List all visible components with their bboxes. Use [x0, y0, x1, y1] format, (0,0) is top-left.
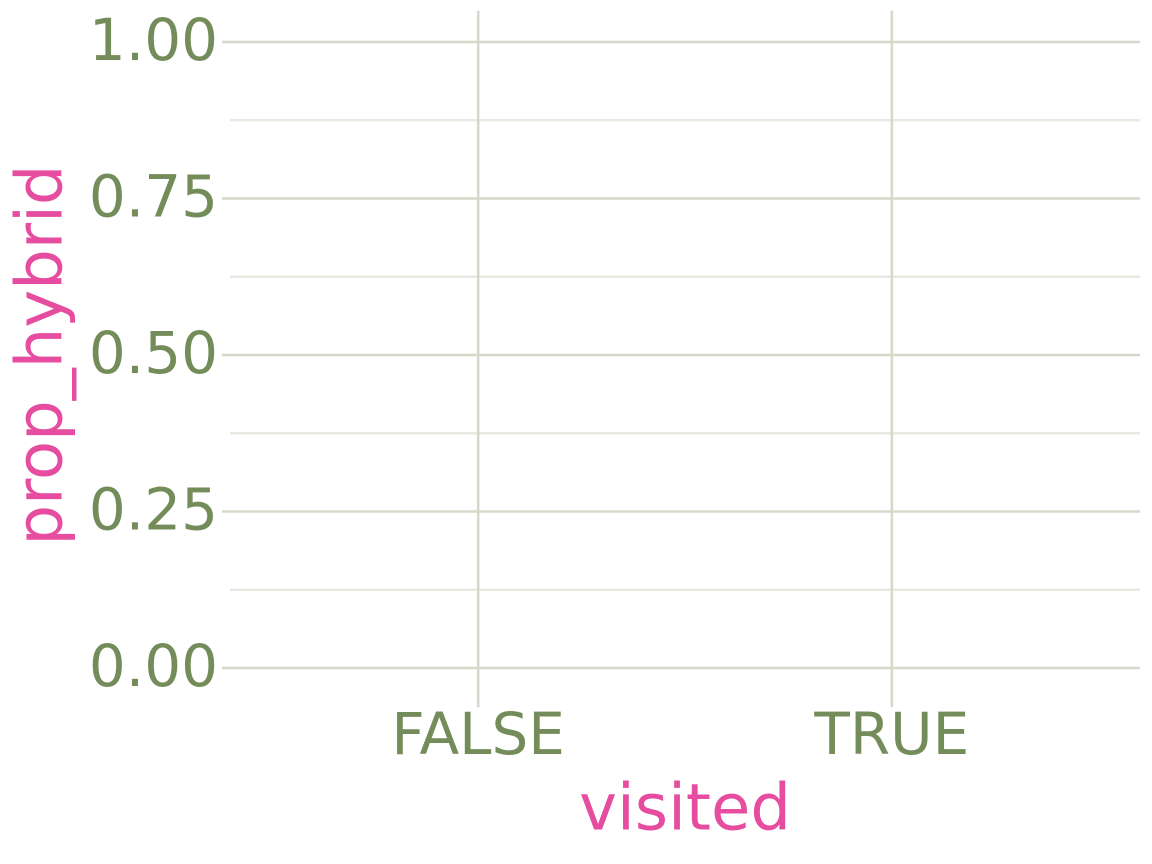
y-tick-label: 0.50: [89, 319, 218, 387]
y-tick-label: 0.75: [89, 163, 218, 231]
y-axis-title: prop_hybrid: [4, 164, 78, 545]
x-tick-label: FALSE: [391, 700, 565, 768]
x-axis-title: visited: [579, 772, 791, 846]
y-tick-label: 1.00: [89, 6, 218, 74]
y-tick-label: 0.00: [89, 632, 218, 700]
x-tick-label: TRUE: [813, 700, 969, 768]
y-tick-label: 0.25: [89, 476, 218, 544]
